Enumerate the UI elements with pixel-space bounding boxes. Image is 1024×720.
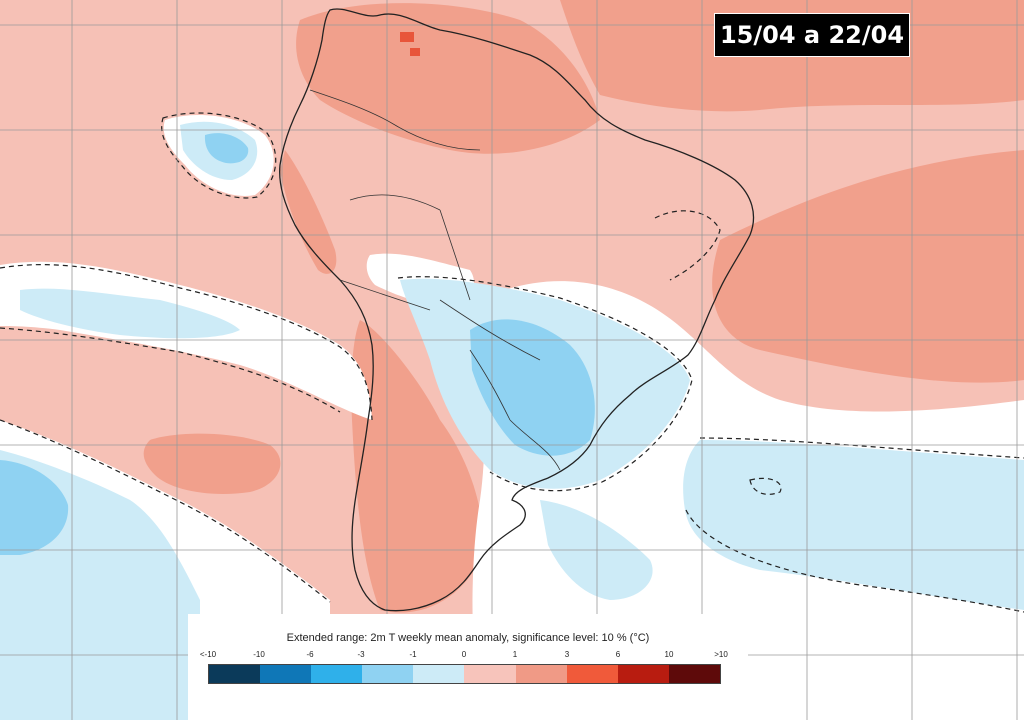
warm-region-pacific xyxy=(143,433,281,495)
legend-swatch xyxy=(311,665,363,683)
south-america-coastline xyxy=(279,8,755,612)
legend: Extended range: 2m T weekly mean anomaly… xyxy=(188,614,748,720)
cool-region-south-atlantic xyxy=(683,440,1024,610)
legend-swatch xyxy=(617,665,669,683)
warm-strong-spot xyxy=(400,32,414,42)
legend-tick: 10 xyxy=(664,650,674,659)
cool-region-pacific-band xyxy=(20,288,240,339)
legend-tick: -10 xyxy=(253,650,265,659)
legend-swatch xyxy=(362,665,414,683)
legend-swatch xyxy=(413,665,465,683)
legend-swatch xyxy=(209,665,261,683)
legend-ticks: <-10 -10 -6 -3 -1 0 1 3 6 10 >10 xyxy=(188,650,748,664)
legend-tick: -1 xyxy=(409,650,417,659)
warm-region-argentina xyxy=(351,320,483,613)
legend-swatch xyxy=(515,665,567,683)
legend-title: Extended range: 2m T weekly mean anomaly… xyxy=(286,632,650,644)
legend-swatch xyxy=(464,665,516,683)
legend-tick: 3 xyxy=(564,650,570,659)
legend-tick: <-10 xyxy=(199,650,217,659)
warm-region-atlantic xyxy=(712,150,1024,383)
country-borders xyxy=(309,89,561,471)
warm-region-andes xyxy=(280,150,337,274)
legend-tick: 1 xyxy=(512,650,518,659)
warm-region-north-south-america xyxy=(296,3,600,154)
legend-tick: -6 xyxy=(306,650,314,659)
warm-strong-spot-2 xyxy=(410,48,420,56)
cool-region-equator-core xyxy=(204,133,249,164)
period-label: 15/04 a 22/04 xyxy=(714,13,910,57)
cool-region-central-brazil xyxy=(470,319,595,456)
legend-tick: 6 xyxy=(615,650,621,659)
legend-color-bar xyxy=(208,664,721,684)
legend-swatch xyxy=(566,665,618,683)
legend-swatch xyxy=(668,665,720,683)
legend-tick: >10 xyxy=(714,650,728,659)
cool-region-pacific-deep xyxy=(0,460,69,555)
legend-tick: -3 xyxy=(357,650,365,659)
legend-tick: 0 xyxy=(461,650,467,659)
legend-swatch xyxy=(260,665,312,683)
